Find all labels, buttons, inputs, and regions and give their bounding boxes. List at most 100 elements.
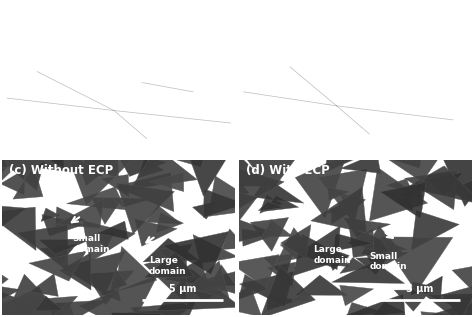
Text: 5 μm: 5 μm [169,126,196,135]
Polygon shape [83,221,135,262]
Polygon shape [292,289,310,301]
Polygon shape [380,237,453,292]
Polygon shape [66,187,126,210]
Polygon shape [253,178,304,203]
Polygon shape [0,296,78,317]
Polygon shape [411,210,459,250]
Polygon shape [18,225,68,271]
Polygon shape [262,220,292,237]
Polygon shape [340,258,368,274]
Polygon shape [318,169,367,224]
Polygon shape [192,290,223,302]
Polygon shape [217,212,275,246]
Polygon shape [429,300,474,317]
Polygon shape [325,205,346,213]
Polygon shape [260,194,282,213]
Polygon shape [421,312,454,317]
Polygon shape [238,274,268,300]
Polygon shape [115,246,157,292]
Polygon shape [242,229,276,246]
Text: Large
domain: Large domain [313,245,351,265]
Polygon shape [43,301,77,317]
Polygon shape [114,148,166,177]
Polygon shape [172,151,205,167]
Polygon shape [340,153,381,173]
Text: 5 μm: 5 μm [406,126,433,135]
Polygon shape [225,164,284,212]
Polygon shape [410,282,436,295]
Polygon shape [311,187,366,233]
Text: Large
domain: Large domain [149,256,187,276]
Polygon shape [347,302,386,315]
Polygon shape [146,205,181,224]
Polygon shape [157,244,192,267]
Polygon shape [20,145,57,158]
Polygon shape [150,172,184,191]
Polygon shape [322,246,349,270]
Polygon shape [452,262,474,310]
Text: 5 μm: 5 μm [406,284,433,294]
Polygon shape [130,148,197,190]
Polygon shape [293,234,348,276]
Polygon shape [246,156,298,191]
Polygon shape [250,217,289,251]
Text: (a) Without ECP: (a) Without ECP [9,6,115,19]
Polygon shape [340,285,374,306]
Polygon shape [137,158,164,178]
Polygon shape [345,307,367,317]
Polygon shape [346,294,407,317]
Polygon shape [339,142,356,163]
Text: (c) Without ECP: (c) Without ECP [9,165,114,178]
Polygon shape [35,296,64,311]
Polygon shape [295,154,347,218]
Polygon shape [280,239,306,260]
Polygon shape [188,261,229,300]
Polygon shape [212,171,249,199]
Polygon shape [34,141,64,168]
Polygon shape [332,261,405,283]
Text: Small
domain: Small domain [72,235,110,254]
Polygon shape [404,171,457,210]
Polygon shape [192,201,219,219]
Polygon shape [91,197,122,224]
Polygon shape [56,199,104,228]
Polygon shape [369,167,428,221]
Polygon shape [40,244,76,264]
Polygon shape [97,221,128,239]
Polygon shape [131,302,195,317]
Polygon shape [112,198,150,207]
Polygon shape [387,179,413,193]
Polygon shape [0,141,8,167]
Polygon shape [325,132,367,172]
Polygon shape [394,290,431,311]
Polygon shape [361,226,404,255]
Polygon shape [110,268,128,290]
Polygon shape [437,145,474,206]
Polygon shape [223,189,257,221]
Polygon shape [156,269,241,311]
Polygon shape [418,276,442,301]
Polygon shape [355,133,424,168]
Polygon shape [42,215,84,236]
Polygon shape [239,271,294,306]
Polygon shape [144,251,195,278]
Polygon shape [0,147,25,175]
Polygon shape [195,268,248,295]
Polygon shape [193,235,238,263]
Polygon shape [267,296,298,310]
Polygon shape [428,172,463,196]
Polygon shape [79,162,105,185]
Polygon shape [29,251,86,281]
Text: Wrinkle: Wrinkle [344,61,383,70]
Polygon shape [435,171,468,193]
Polygon shape [344,218,391,237]
Polygon shape [60,253,91,290]
Polygon shape [0,264,8,295]
Polygon shape [62,251,125,294]
Polygon shape [128,309,187,317]
Polygon shape [35,146,102,176]
Polygon shape [267,262,296,286]
Polygon shape [331,208,348,224]
Polygon shape [156,212,183,233]
Polygon shape [356,257,388,275]
